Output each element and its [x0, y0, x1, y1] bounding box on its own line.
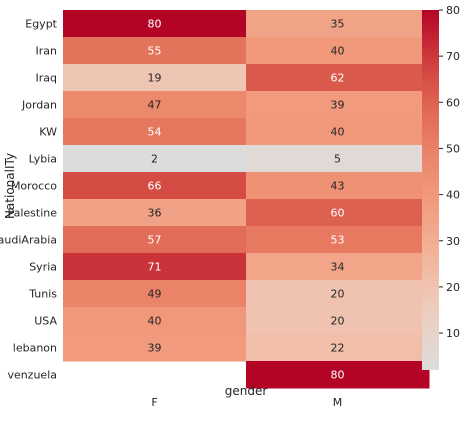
- heatmap-cell: [246, 361, 430, 389]
- y-tick-label: USA: [34, 315, 57, 328]
- heatmap-cell: [63, 280, 247, 308]
- y-tick-label: Morocco: [11, 180, 57, 193]
- heatmap-cell: [246, 253, 430, 281]
- heatmap-cells: [63, 10, 430, 389]
- y-tick-label: lebanon: [13, 342, 57, 355]
- heatmap-cell: [63, 10, 247, 38]
- y-axis-label: NationalITy: [3, 153, 17, 219]
- cell-value-label: 22: [331, 342, 345, 355]
- cell-value-label: 2: [151, 153, 158, 166]
- cell-value-label: 71: [148, 261, 162, 274]
- heatmap-cell: [246, 334, 430, 362]
- heatmap-cell: [63, 172, 247, 200]
- heatmap-cell: [246, 37, 430, 65]
- cell-value-label: 62: [331, 72, 345, 85]
- heatmap-cell: [63, 91, 247, 119]
- cell-value-label: 40: [331, 45, 345, 58]
- cell-value-label: 80: [331, 369, 345, 382]
- y-tick-label: Tunis: [28, 288, 57, 301]
- cell-value-label: 47: [148, 99, 162, 112]
- heatmap-cell: [246, 226, 430, 254]
- heatmap-cell: [63, 118, 247, 146]
- x-tick-label: F: [151, 396, 157, 409]
- heatmap-cell: [246, 10, 430, 38]
- cell-value-label: 19: [148, 72, 162, 85]
- cell-value-label: 39: [331, 99, 345, 112]
- cell-value-label: 54: [148, 126, 162, 139]
- y-tick-label: SaudiArabia: [0, 234, 57, 247]
- heatmap-cell: [246, 145, 430, 173]
- cell-value-label: 20: [331, 288, 345, 301]
- y-tick-label: Jordan: [21, 99, 57, 112]
- x-tick-label: M: [333, 396, 343, 409]
- heatmap-cell: [246, 172, 430, 200]
- cell-value-label: 57: [148, 234, 162, 247]
- heatmap-cell: [63, 307, 247, 335]
- cell-value-label: 36: [148, 207, 162, 220]
- y-tick-label: Lybia: [29, 153, 57, 166]
- cell-value-label: 80: [148, 18, 162, 31]
- colorbar-tick-label: 60: [446, 96, 460, 109]
- heatmap-cell: [246, 118, 430, 146]
- colorbar-tick-label: 20: [446, 281, 460, 294]
- cell-value-label: 34: [331, 261, 345, 274]
- colorbar: [422, 10, 439, 370]
- heatmap-cell: [63, 145, 247, 173]
- y-tick-label: venzuela: [7, 369, 57, 382]
- colorbar-ticks: 10 20 30 40 50 60 70 80: [439, 4, 460, 340]
- heatmap-cell: [63, 64, 247, 92]
- heatmap-cell: [63, 334, 247, 362]
- cell-value-label: 20: [331, 315, 345, 328]
- cell-value-label: 60: [331, 207, 345, 220]
- heatmap-cell: [63, 253, 247, 281]
- heatmap-cell: [63, 37, 247, 65]
- colorbar-tick-label: 40: [446, 189, 460, 202]
- colorbar-tick-label: 80: [446, 4, 460, 17]
- cell-value-label: 5: [334, 153, 341, 166]
- heatmap-cell: [63, 226, 247, 254]
- y-tick-labels: Egypt Iran Iraq Jordan KW Lybia Morocco Palesti…: [0, 18, 58, 382]
- y-tick-label: Syria: [29, 261, 57, 274]
- cell-annotations: 80 35 55 40 19 62 47 39 54 40 2 5 66 43 36 60 57 53 71 34 49…: [148, 18, 345, 382]
- y-tick-label: Iran: [36, 45, 58, 58]
- colorbar-tick-label: 50: [446, 142, 460, 155]
- cell-value-label: 66: [148, 180, 162, 193]
- heatmap-cell: [246, 91, 430, 119]
- cell-value-label: 35: [331, 18, 345, 31]
- heatmap-cell: [246, 199, 430, 227]
- heatmap-cell: [246, 280, 430, 308]
- cell-value-label: 43: [331, 180, 345, 193]
- y-tick-label: Egypt: [25, 18, 57, 31]
- cell-value-label: 53: [331, 234, 345, 247]
- x-axis-label: gender: [225, 384, 268, 398]
- heatmap-cell: [63, 199, 247, 227]
- heatmap-cell: [246, 307, 430, 335]
- cell-value-label: 49: [148, 288, 162, 301]
- cell-value-label: 39: [148, 342, 162, 355]
- colorbar-tick-label: 10: [446, 327, 460, 340]
- y-tick-label: KW: [39, 126, 57, 139]
- colorbar-tick-label: 70: [446, 50, 460, 63]
- cell-value-label: 55: [148, 45, 162, 58]
- y-tick-label: Palestine: [7, 207, 57, 220]
- colorbar-tick-label: 30: [446, 235, 460, 248]
- y-tick-label: Iraq: [36, 72, 58, 85]
- cell-value-label: 40: [331, 126, 345, 139]
- heatmap-cell: [246, 64, 430, 92]
- cell-value-label: 40: [148, 315, 162, 328]
